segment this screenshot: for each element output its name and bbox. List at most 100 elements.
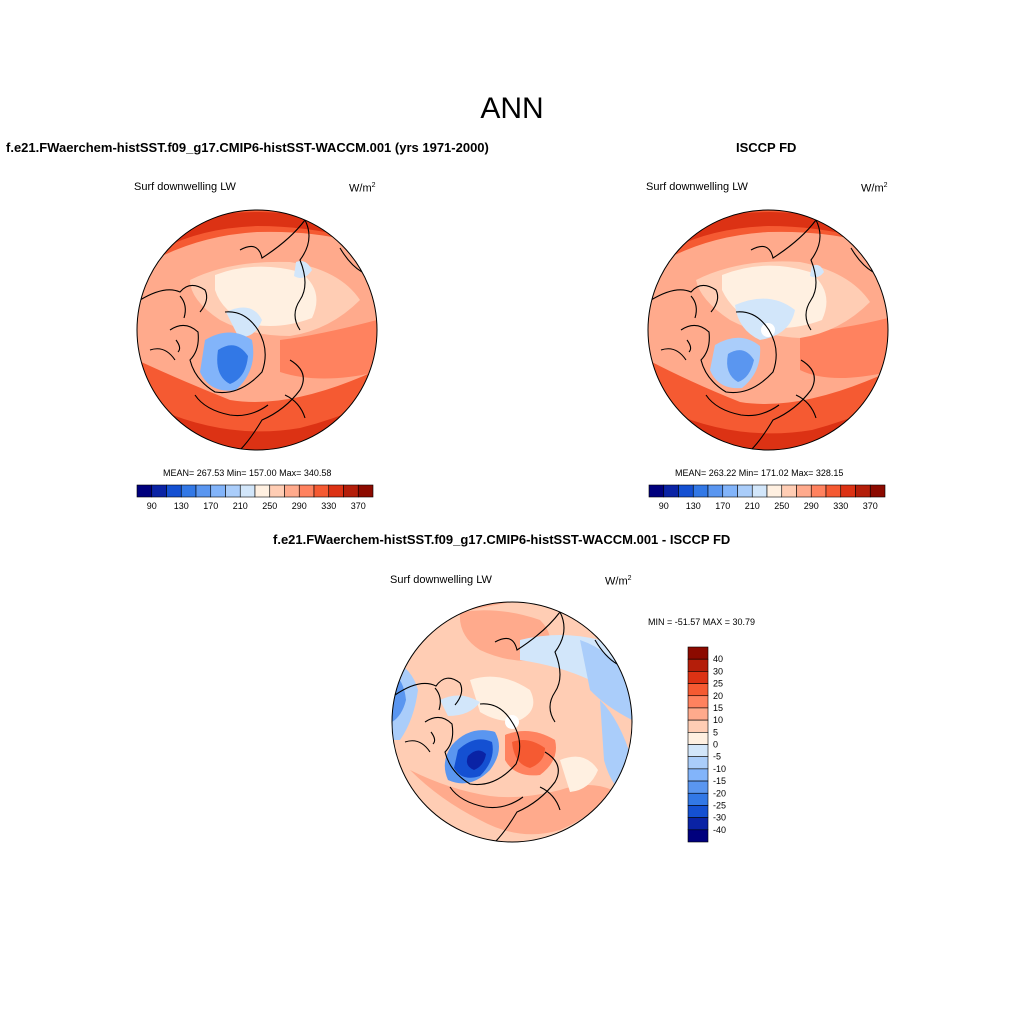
colorbar-2-box-12 [825,484,842,498]
colorbar-1-box-14 [343,484,359,498]
colorbar-3-tick-5: 10 [713,715,723,725]
map-1-colorbar: 90 130 170 210 250 290 330 370 [136,484,374,511]
map-2-coastlines [650,218,874,450]
colorbar-3-tick-13: -30 [713,813,726,823]
colorbar-1-box-15 [357,484,374,498]
colorbar-2-tick-7: 370 [863,501,878,511]
colorbar-3-box-6 [687,719,709,733]
colorbar-3-tick-1: 30 [713,666,723,676]
colorbar-3-box-10 [687,768,709,782]
colorbar-1-box-0 [136,484,153,498]
panel-1-variable: Surf downwelling LW [134,181,236,193]
panel-3-units: W/m2 [605,575,632,588]
colorbar-2-tick-1: 130 [686,501,701,511]
colorbar-3-tick-12: -25 [713,800,726,810]
colorbar-1-tick-0: 90 [147,501,157,511]
colorbar-2-box-8 [766,484,783,498]
colorbar-1-box-13 [328,484,344,498]
colorbar-3-tick-10: -15 [713,776,726,786]
colorbar-1-tick-7: 370 [351,501,366,511]
colorbar-1-tick-5: 290 [292,501,307,511]
colorbar-2-box-1 [663,484,679,498]
colorbar-2-box-11 [810,484,827,498]
colorbar-2-tick-0: 90 [659,501,669,511]
colorbar-3-tick-11: -20 [713,788,726,798]
colorbar-1-box-9 [269,484,285,498]
colorbar-1-box-6 [225,484,241,498]
colorbar-2-box-9 [781,484,797,498]
colorbar-1-tick-2: 170 [203,501,218,511]
figure-title: ANN [480,92,544,125]
map-1-coastlines [139,218,363,450]
colorbar-2-box-5 [722,484,738,498]
colorbar-3-tick-4: 15 [713,703,723,713]
colorbar-1-tick-3: 210 [233,501,248,511]
panel-1-stats: MEAN= 267.53 Min= 157.00 Max= 340.58 [163,468,332,478]
colorbar-2-box-10 [796,484,812,498]
panel-2-title: ISCCP FD [736,140,797,155]
colorbar-2-tick-5: 290 [804,501,819,511]
colorbar-3-box-1 [687,658,709,672]
panel-1-title: f.e21.FWaerchem-histSST.f09_g17.CMIP6-hi… [6,140,489,155]
colorbar-3-box-12 [687,792,709,806]
colorbar-2-tick-6: 330 [833,501,848,511]
map-2-colorbar: 90 130 170 210 250 290 330 370 [648,484,886,511]
colorbar-1-tick-1: 130 [174,501,189,511]
colorbar-3-tick-9: -10 [713,764,726,774]
map-2: 90 130 170 210 250 290 330 370 [647,209,889,511]
colorbar-1-box-1 [151,484,167,498]
colorbar-3-box-3 [687,683,709,697]
colorbar-3-box-11 [687,780,709,794]
colorbar-3-box-8 [687,744,709,757]
colorbar-2-box-15 [869,484,886,498]
colorbar-3-box-0 [687,646,709,660]
panel-3-stats: MIN = -51.57 MAX = 30.79 [648,617,756,627]
map-3-coastlines [394,610,618,842]
colorbar-3-box-7 [687,732,709,745]
colorbar-1-box-12 [313,484,330,498]
map-3-colorbar: 40 30 25 20 15 10 5 0 -5 -10 -15 -20 -25 -30 -40 [687,646,726,843]
map-1: 90 130 170 210 250 290 330 370 [136,209,378,511]
colorbar-3-tick-8: -5 [713,752,721,762]
panel-2-stats: MEAN= 263.22 Min= 171.02 Max= 328.15 [675,468,844,478]
panel-3-variable: Surf downwelling LW [390,574,492,586]
colorbar-2-box-13 [840,484,856,498]
colorbar-2-box-0 [648,484,665,498]
colorbar-2-tick-4: 250 [774,501,789,511]
colorbar-3-tick-6: 5 [713,727,718,737]
colorbar-3-tick-3: 20 [713,691,723,701]
colorbar-1-box-10 [284,484,300,498]
panel-1-units: W/m2 [349,182,376,195]
colorbar-3-box-2 [687,671,709,684]
colorbar-2-box-2 [678,484,694,498]
colorbar-3-box-9 [687,756,709,770]
colorbar-3-tick-14: -40 [713,825,726,835]
colorbar-3-box-14 [687,817,709,831]
colorbar-2-box-4 [707,484,724,498]
colorbar-2-box-3 [692,484,709,498]
colorbar-2-tick-2: 170 [715,501,730,511]
colorbar-1-box-2 [166,484,182,498]
colorbar-1-box-7 [239,484,256,498]
map-3: 40 30 25 20 15 10 5 0 -5 -10 -15 -20 -25 -30 -40 [391,601,726,843]
colorbar-2-tick-3: 210 [745,501,760,511]
colorbar-1-tick-4: 250 [262,501,277,511]
colorbar-3-box-4 [687,695,709,709]
colorbar-2-box-14 [855,484,871,498]
colorbar-2-box-6 [737,484,753,498]
colorbar-3-tick-7: 0 [713,740,718,750]
colorbar-1-box-8 [254,484,271,498]
colorbar-1-box-4 [195,484,212,498]
panel-2-variable: Surf downwelling LW [646,181,748,193]
panel-3-title: f.e21.FWaerchem-histSST.f09_g17.CMIP6-hi… [273,532,731,547]
colorbar-1-box-3 [180,484,197,498]
colorbar-3-tick-0: 40 [713,654,723,664]
colorbar-3-tick-2: 25 [713,679,723,689]
colorbar-2-box-7 [751,484,768,498]
colorbar-3-box-15 [687,829,709,843]
panel-2-units: W/m2 [861,182,888,195]
colorbar-1-box-11 [298,484,315,498]
colorbar-3-box-5 [687,707,709,721]
colorbar-1-box-5 [210,484,226,498]
